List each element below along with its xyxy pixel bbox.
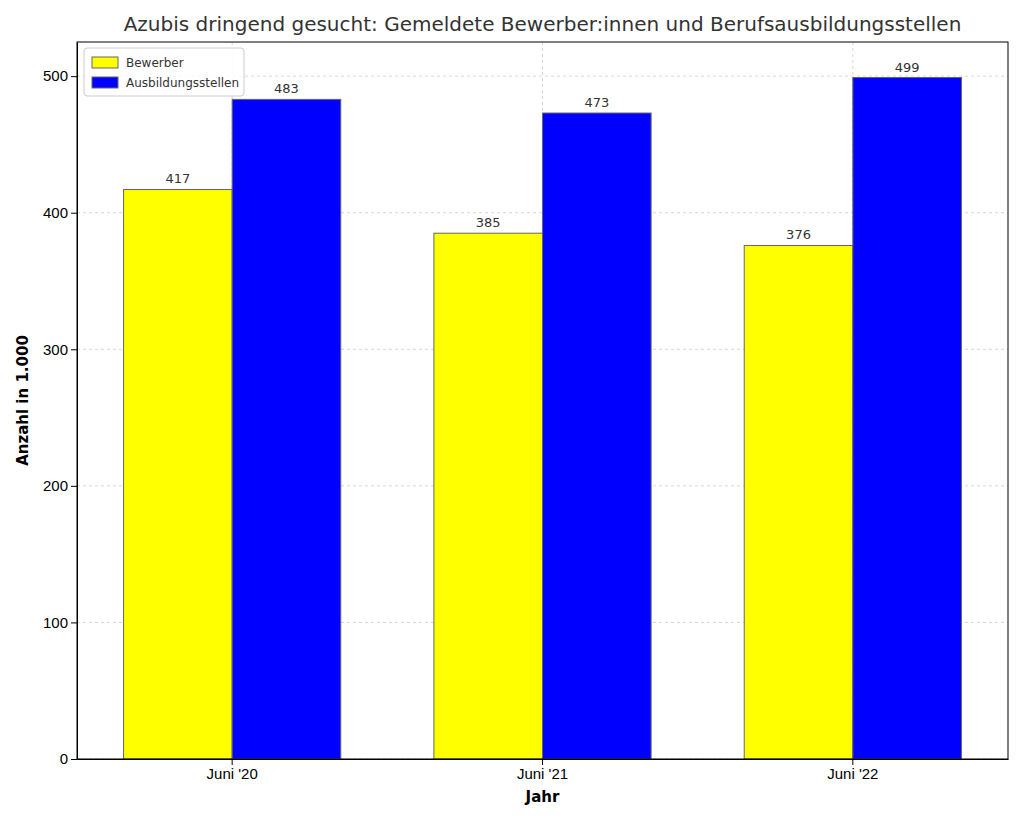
legend-label: Ausbildungsstellen bbox=[126, 76, 239, 90]
data-label: 376 bbox=[786, 227, 811, 242]
y-tick-mark bbox=[71, 213, 77, 214]
y-tick-label: 200 bbox=[43, 477, 68, 494]
data-labels: 417 385 376 483 473 499 bbox=[165, 60, 919, 243]
plot-frame bbox=[77, 42, 1008, 759]
y-tick-label: 100 bbox=[43, 614, 68, 631]
bar bbox=[232, 99, 341, 759]
data-label: 385 bbox=[476, 215, 501, 230]
y-tick-label: 400 bbox=[43, 204, 68, 221]
bars bbox=[124, 78, 962, 759]
x-tick-label: Juni '22 bbox=[827, 765, 878, 782]
title: Azubis dringend gesucht: Gemeldete Bewer… bbox=[124, 12, 962, 36]
y-axis-title: Anzahl in 1.000 bbox=[14, 335, 32, 466]
legend-item: Ausbildungsstellen bbox=[92, 76, 239, 90]
bar bbox=[124, 189, 233, 759]
x-axis-title: Jahr bbox=[525, 788, 560, 806]
y-tick-label: 500 bbox=[43, 67, 68, 84]
y-tick-label: 0 bbox=[60, 750, 68, 767]
x-tick-label: Juni '21 bbox=[517, 765, 568, 782]
chart: 417 385 376 483 473 499 0 100 200 300 400 500 Juni '… bbox=[0, 0, 1024, 819]
x-tick-label: Juni '20 bbox=[207, 765, 258, 782]
bar bbox=[543, 113, 652, 759]
y-tick: 500 bbox=[43, 67, 77, 84]
y-tick: 300 bbox=[43, 341, 77, 358]
bar bbox=[434, 233, 543, 759]
y-tick-mark bbox=[71, 76, 77, 77]
grid bbox=[77, 42, 1008, 759]
y-tick-mark bbox=[71, 349, 77, 350]
data-label: 499 bbox=[895, 60, 920, 75]
bar bbox=[744, 245, 853, 759]
data-label: 417 bbox=[165, 171, 190, 186]
y-tick: 100 bbox=[43, 614, 77, 631]
y-tick-mark bbox=[71, 622, 77, 623]
legend-swatch bbox=[92, 77, 118, 88]
legend-label: Bewerber bbox=[126, 56, 184, 70]
y-tick-label: 300 bbox=[43, 341, 68, 358]
x-axis: Juni '20 Juni '21 Juni '22 bbox=[78, 759, 1009, 782]
x-tick: Juni '21 bbox=[517, 759, 568, 782]
y-tick-mark bbox=[71, 486, 77, 487]
y-tick: 200 bbox=[43, 477, 77, 494]
x-tick: Juni '22 bbox=[827, 759, 878, 782]
legend: Bewerber Ausbildungsstellen bbox=[84, 48, 244, 96]
bar bbox=[853, 78, 962, 759]
legend-box bbox=[84, 48, 244, 96]
data-label: 473 bbox=[584, 95, 609, 110]
y-tick-mark bbox=[71, 759, 77, 760]
y-axis: 0 100 200 300 400 500 bbox=[43, 43, 78, 768]
data-label: 483 bbox=[274, 81, 299, 96]
y-tick: 400 bbox=[43, 204, 77, 221]
legend-swatch bbox=[92, 57, 118, 68]
x-tick: Juni '20 bbox=[207, 759, 258, 782]
legend-item: Bewerber bbox=[92, 56, 184, 70]
y-tick: 0 bbox=[60, 750, 77, 767]
